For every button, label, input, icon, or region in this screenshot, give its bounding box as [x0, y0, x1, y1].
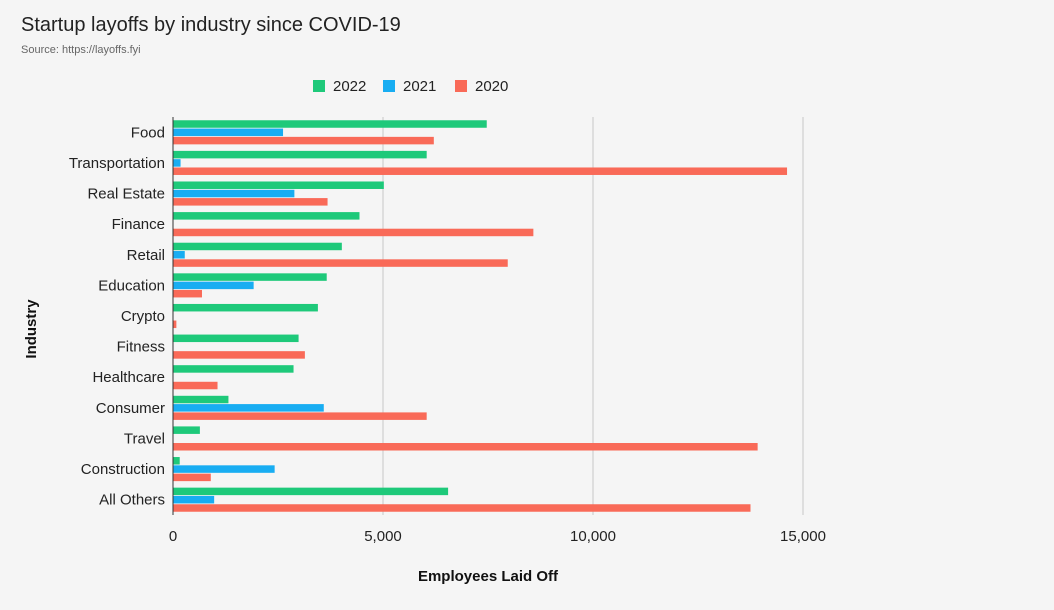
x-axis-title: Employees Laid Off [418, 568, 559, 585]
bar-2020-food [173, 136, 434, 145]
bar-2022-real-estate [173, 181, 384, 189]
bar-2021-consumer [173, 404, 324, 412]
y-tick-label: Consumer [96, 400, 165, 417]
x-tick-label: 10,000 [570, 528, 616, 545]
x-tick-label: 0 [169, 528, 177, 545]
y-tick-label: Transportation [69, 155, 165, 172]
bar-2022-construction [173, 457, 180, 465]
bar-2021-food [173, 128, 284, 137]
y-tick-label: Food [131, 124, 165, 141]
bar-2020-retail [173, 259, 508, 267]
y-tick-label: Construction [81, 461, 165, 478]
y-tick-label: Healthcare [92, 369, 165, 386]
bar-2020-travel [173, 443, 758, 451]
legend-label: 2022 [333, 78, 366, 95]
bar-2022-transportation [173, 150, 427, 159]
bar-2022-consumer [173, 395, 229, 404]
bar-2021-education [173, 281, 254, 290]
bar-2022-education [173, 273, 327, 281]
legend-swatch-2022 [313, 80, 325, 92]
bar-2022-travel [173, 426, 200, 434]
bar-2022-crypto [173, 303, 318, 312]
bar-2020-real-estate [173, 198, 328, 206]
y-tick-label: Real Estate [87, 186, 165, 203]
bar-2020-healthcare [173, 381, 218, 390]
y-tick-label: Travel [124, 430, 165, 447]
bar-2020-all-others [173, 504, 751, 512]
y-tick-label: Education [98, 277, 165, 294]
legend-label: 2021 [403, 78, 436, 95]
y-axis-title: Industry [23, 299, 40, 359]
legend-label: 2020 [475, 78, 508, 95]
x-tick-label: 15,000 [780, 528, 826, 545]
y-tick-label: Retail [127, 247, 165, 264]
bar-2020-crypto [173, 320, 177, 329]
bar-2020-transportation [173, 167, 788, 175]
chart-title: Startup layoffs by industry since COVID-… [21, 14, 401, 36]
bar-2022-fitness [173, 334, 299, 343]
bar-2021-retail [173, 251, 185, 259]
y-tick-label: All Others [99, 492, 165, 509]
y-tick-label: Fitness [117, 339, 165, 356]
bar-2021-real-estate [173, 189, 295, 198]
bar-2020-consumer [173, 412, 427, 420]
bar-2021-construction [173, 465, 275, 473]
chart-subtitle: Source: https://layoffs.fyi [21, 44, 141, 56]
bar-2022-food [173, 120, 487, 128]
bar-2022-all-others [173, 487, 449, 496]
legend-swatch-2021 [383, 80, 395, 92]
y-tick-label: Finance [112, 216, 165, 233]
bar-2021-all-others [173, 495, 215, 504]
bar-2020-fitness [173, 351, 305, 359]
x-tick-label: 5,000 [364, 528, 402, 545]
bar-2021-transportation [173, 159, 181, 167]
bar-2020-construction [173, 473, 211, 482]
bar-2022-retail [173, 242, 342, 251]
bar-2020-education [173, 289, 202, 298]
bar-2022-healthcare [173, 365, 294, 373]
bar-2020-finance [173, 228, 534, 237]
bar-2022-finance [173, 212, 360, 220]
legend-swatch-2020 [455, 80, 467, 92]
y-tick-label: Crypto [121, 308, 165, 325]
